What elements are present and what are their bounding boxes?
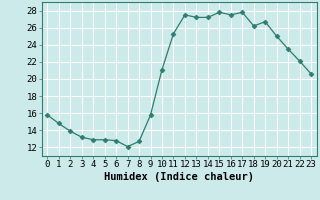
- X-axis label: Humidex (Indice chaleur): Humidex (Indice chaleur): [104, 172, 254, 182]
